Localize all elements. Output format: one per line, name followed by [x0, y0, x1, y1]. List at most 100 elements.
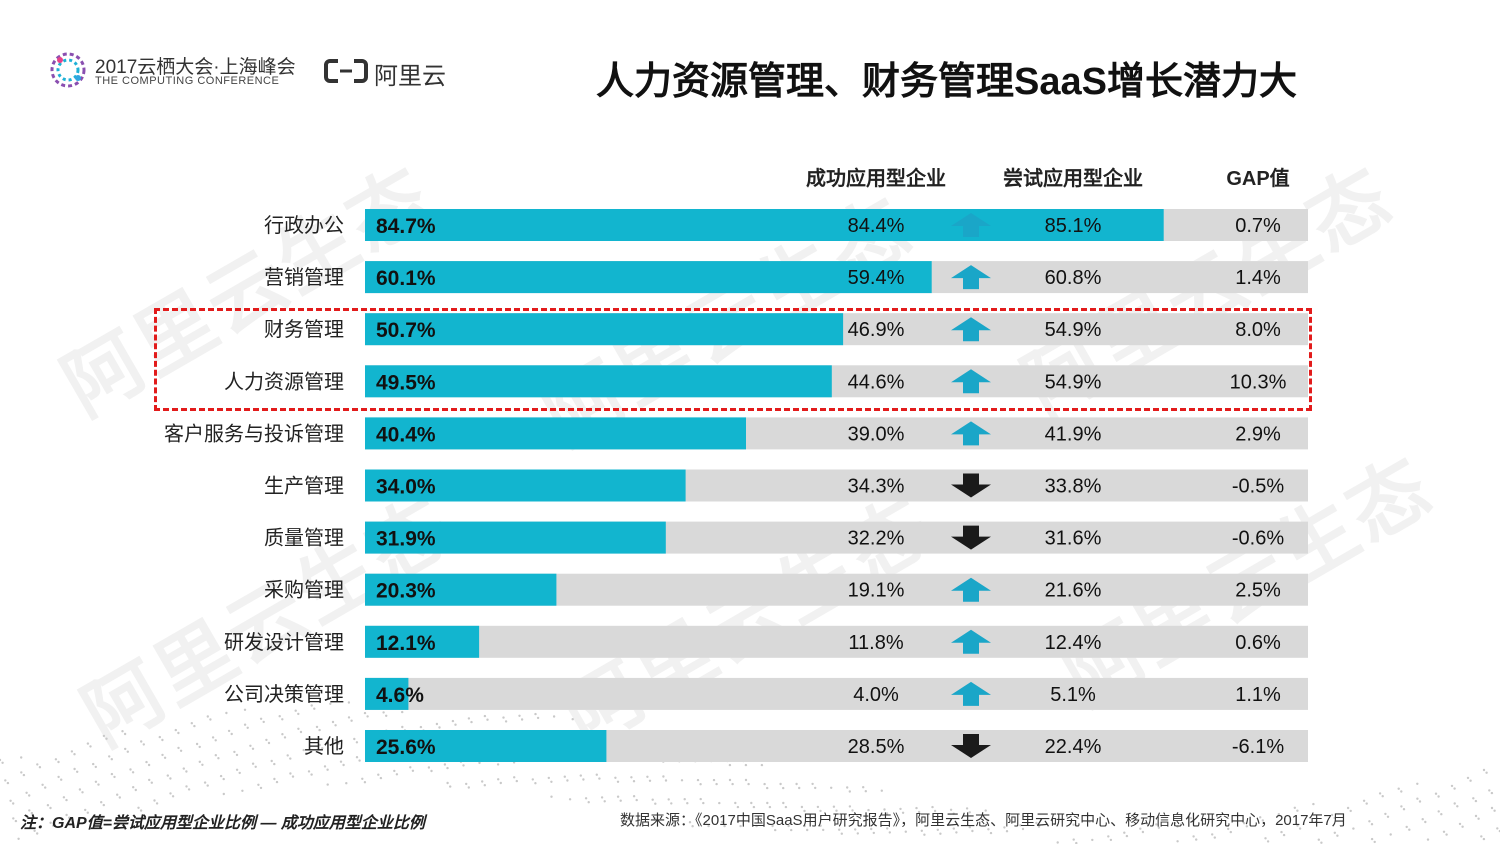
- bar: [365, 625, 480, 658]
- decoration-dot: [68, 816, 71, 819]
- decoration-dot: [502, 716, 505, 719]
- decoration-dot: [169, 792, 172, 795]
- decoration-dot: [153, 799, 156, 802]
- bar-value-label: 49.5%: [376, 371, 436, 394]
- decoration-dot: [0, 758, 2, 762]
- decoration-dot: [888, 831, 891, 834]
- category-label: 质量管理: [264, 527, 344, 550]
- trial-value: 85.1%: [1045, 215, 1102, 237]
- decoration-dot: [137, 806, 140, 809]
- decoration-dot: [598, 777, 601, 780]
- decoration-dot: [1259, 816, 1262, 819]
- decoration-dot: [1075, 841, 1078, 844]
- decoration-dot: [550, 795, 553, 798]
- decoration-dot: [353, 737, 356, 741]
- decoration-dot: [273, 762, 276, 766]
- decoration-dot: [129, 768, 132, 771]
- decoration-dot: [648, 779, 652, 782]
- success-value: 32.2%: [848, 528, 905, 550]
- decoration-dot: [1229, 830, 1233, 834]
- decoration-dot: [752, 805, 756, 809]
- decoration-dot: [302, 748, 305, 752]
- success-value: 46.9%: [848, 319, 905, 341]
- decoration-dot: [1019, 824, 1022, 827]
- column-header-trial: 尝试应用型企业: [1003, 168, 1143, 190]
- gap-value: -6.1%: [1232, 736, 1284, 758]
- decoration-dot: [243, 723, 247, 726]
- decoration-dot: [123, 732, 127, 736]
- decoration-dot: [768, 805, 772, 809]
- conference-logo-icon: [50, 52, 86, 88]
- decoration-dot: [182, 767, 185, 770]
- decoration-dot: [1189, 817, 1193, 820]
- decoration-dot: [616, 780, 620, 783]
- decoration-dot: [696, 778, 700, 782]
- decoration-dot: [454, 723, 457, 726]
- decoration-dot: [1482, 837, 1486, 841]
- arrow-up-icon: [951, 213, 991, 237]
- decoration-dot: [331, 720, 335, 724]
- decoration-dot: [254, 765, 257, 768]
- decoration-dot: [339, 760, 343, 763]
- decoration-dot: [504, 720, 508, 723]
- decoration-dot: [259, 786, 263, 790]
- bar: [365, 209, 1164, 241]
- decoration-dot: [1426, 838, 1430, 841]
- decoration-dot: [97, 783, 100, 786]
- decoration-dot: [318, 728, 321, 732]
- decoration-dot: [563, 775, 566, 778]
- decoration-dot: [739, 824, 742, 828]
- arrow-up-icon: [951, 421, 991, 446]
- decoration-dot: [1397, 787, 1400, 790]
- decoration-dot: [1192, 820, 1195, 823]
- decoration-dot: [1437, 810, 1440, 813]
- decoration-dot: [779, 782, 782, 786]
- decoration-dot: [720, 820, 724, 824]
- decoration-dot: [198, 760, 201, 763]
- decoration-dot: [315, 725, 319, 729]
- decoration-dot: [342, 763, 345, 767]
- data-source: 数据来源：《2017中国SaaS用户研究报告》，阿里云生态、阿里云研究中心、移动…: [620, 812, 1347, 829]
- decoration-dot: [1352, 827, 1355, 830]
- decoration-dot: [281, 733, 284, 736]
- decoration-dot: [347, 716, 351, 719]
- decoration-dot: [939, 832, 942, 835]
- decoration-dot: [28, 809, 31, 812]
- decoration-dot: [465, 782, 468, 786]
- decoration-dot: [25, 791, 28, 794]
- decoration-dot: [17, 837, 20, 840]
- decoration-dot: [94, 765, 98, 769]
- decoration-dot: [515, 779, 518, 783]
- trial-value: 12.4%: [1045, 632, 1102, 654]
- decoration-dot: [318, 743, 321, 747]
- decoration-dot: [235, 753, 239, 757]
- arrow-up-icon: [951, 681, 991, 706]
- decoration-dot: [41, 783, 44, 786]
- decoration-dot: [235, 768, 239, 771]
- conference-name: 2017云栖大会·上海峰会: [95, 57, 296, 78]
- decoration-dot: [774, 828, 777, 832]
- decoration-dot: [1333, 831, 1337, 834]
- decoration-dot: [363, 711, 367, 715]
- success-value: 59.4%: [848, 267, 905, 289]
- decoration-dot: [163, 756, 167, 759]
- decoration-dot: [1109, 838, 1113, 842]
- decoration-dot: [1381, 795, 1384, 798]
- decoration-dot: [190, 722, 193, 725]
- decoration-dot: [838, 828, 841, 831]
- decoration-dot: [385, 714, 388, 717]
- decoration-dot: [949, 808, 953, 811]
- decoration-dot: [670, 817, 673, 820]
- decoration-dot: [134, 788, 137, 792]
- category-label: 生产管理: [264, 475, 344, 498]
- decoration-dot: [81, 791, 84, 794]
- decoration-dot: [377, 773, 380, 776]
- decoration-dot: [334, 739, 337, 742]
- decoration-dot: [1488, 789, 1491, 792]
- decoration-dot: [848, 790, 851, 793]
- bar: [365, 521, 666, 554]
- decoration-dot: [289, 757, 292, 760]
- bar: [365, 469, 686, 502]
- arrow-down-icon: [951, 734, 991, 758]
- decoration-dot: [257, 783, 260, 786]
